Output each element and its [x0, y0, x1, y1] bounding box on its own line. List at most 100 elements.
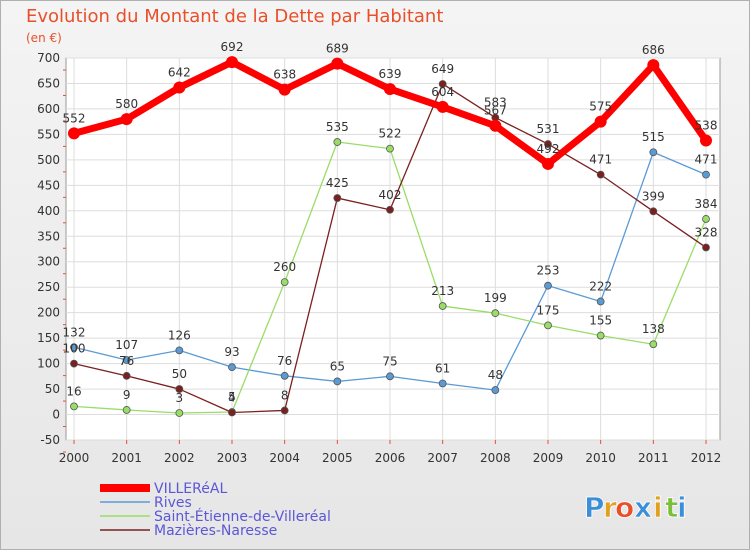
- data-label: 9: [123, 388, 131, 402]
- data-label: 399: [642, 189, 665, 203]
- y-tick-label: 650: [37, 76, 60, 90]
- data-label: 425: [326, 176, 349, 190]
- brand-letter: P: [584, 491, 605, 524]
- data-point: [386, 372, 394, 381]
- data-point: [702, 215, 710, 223]
- data-label: 138: [642, 322, 665, 336]
- data-label: 642: [168, 66, 191, 80]
- y-tick-label: 700: [37, 51, 60, 65]
- data-label: 638: [273, 68, 296, 82]
- data-point: [596, 331, 605, 340]
- data-label: 48: [488, 368, 503, 382]
- data-point: [544, 321, 552, 330]
- data-point: [122, 356, 131, 364]
- data-label: 50: [172, 367, 187, 381]
- y-tick-label: 200: [37, 306, 60, 320]
- chart-title: Evolution du Montant de la Dette par Hab…: [26, 6, 443, 27]
- data-point: [702, 170, 710, 179]
- legend-label: Mazières-Naresse: [154, 523, 277, 539]
- data-point: [333, 138, 342, 146]
- data-point: [438, 302, 447, 310]
- data-label: 93: [224, 345, 239, 359]
- data-label: 649: [431, 62, 454, 76]
- data-label: 107: [115, 338, 138, 352]
- data-label: 175: [537, 303, 560, 317]
- data-label: 639: [379, 67, 402, 81]
- data-point: [702, 243, 710, 252]
- data-point: [173, 81, 186, 94]
- data-point: [649, 207, 658, 216]
- data-point: [700, 134, 712, 147]
- legend-label: Saint-Étienne-de-Villeréal: [154, 508, 331, 525]
- x-tick-label: 2007: [427, 451, 458, 465]
- data-point: [70, 402, 78, 411]
- brand-letter: x: [634, 491, 652, 524]
- x-tick-label: 2009: [533, 451, 564, 465]
- data-label: 535: [326, 120, 349, 134]
- data-label: 76: [277, 354, 292, 368]
- y-tick-label: 350: [37, 229, 60, 243]
- x-tick-label: 2010: [585, 451, 616, 465]
- data-label: 492: [537, 142, 560, 156]
- y-tick-label: 450: [37, 178, 60, 192]
- data-point: [386, 205, 394, 214]
- data-point: [70, 359, 78, 368]
- plot-area: [65, 57, 721, 441]
- data-point: [175, 346, 184, 355]
- legend-label: VILLERéAL: [154, 481, 227, 497]
- data-point: [384, 83, 396, 96]
- data-label: 16: [66, 384, 81, 398]
- data-point: [278, 83, 291, 96]
- data-label: 538: [695, 119, 718, 133]
- data-point: [491, 386, 500, 394]
- data-point: [175, 385, 184, 393]
- data-label: 692: [221, 40, 244, 54]
- x-tick-label: 2006: [375, 451, 406, 465]
- data-label: 253: [537, 264, 560, 278]
- brand-letter: o: [615, 491, 634, 524]
- data-label: 402: [379, 188, 402, 202]
- y-tick-label: 0: [52, 408, 60, 422]
- data-point: [175, 409, 184, 417]
- brand-letter: r: [603, 491, 617, 524]
- x-tick-label: 2000: [59, 451, 90, 465]
- data-label: 8: [281, 388, 289, 402]
- data-label: 567: [484, 104, 507, 118]
- data-point: [70, 343, 78, 352]
- y-tick-label: 600: [37, 102, 60, 116]
- data-point: [120, 113, 133, 126]
- data-label: 76: [119, 354, 134, 368]
- data-label: 531: [537, 122, 560, 136]
- y-tick-label: 250: [37, 280, 60, 294]
- data-point: [228, 363, 236, 372]
- data-label: 686: [642, 43, 665, 57]
- data-label: 199: [484, 291, 507, 305]
- legend: VILLERéALRivesSaint-Étienne-de-Villeréal…: [100, 481, 331, 539]
- y-tick-label: 400: [37, 204, 60, 218]
- data-label: 4: [228, 390, 236, 404]
- data-label: 552: [63, 111, 86, 125]
- data-point: [594, 115, 607, 128]
- y-tick-label: 150: [37, 331, 60, 345]
- data-label: 384: [695, 197, 718, 211]
- data-point: [489, 119, 502, 132]
- brand-letter: i: [677, 491, 687, 524]
- data-point: [491, 309, 500, 318]
- brand-letter: i: [653, 491, 663, 524]
- data-label: 126: [168, 328, 191, 342]
- proxiti-logo: Pro x i ti: [584, 491, 687, 525]
- data-point: [386, 144, 394, 153]
- data-label: 260: [273, 260, 296, 274]
- series-lines: [68, 56, 712, 417]
- data-label: 471: [695, 153, 718, 167]
- data-label: 222: [589, 279, 612, 293]
- data-point: [647, 59, 660, 72]
- data-point: [226, 56, 238, 69]
- unit-label: (en €): [26, 31, 62, 45]
- data-label: 604: [431, 85, 454, 99]
- data-label: 583: [484, 96, 507, 110]
- data-point: [280, 406, 289, 415]
- x-tick-label: 2004: [269, 451, 300, 465]
